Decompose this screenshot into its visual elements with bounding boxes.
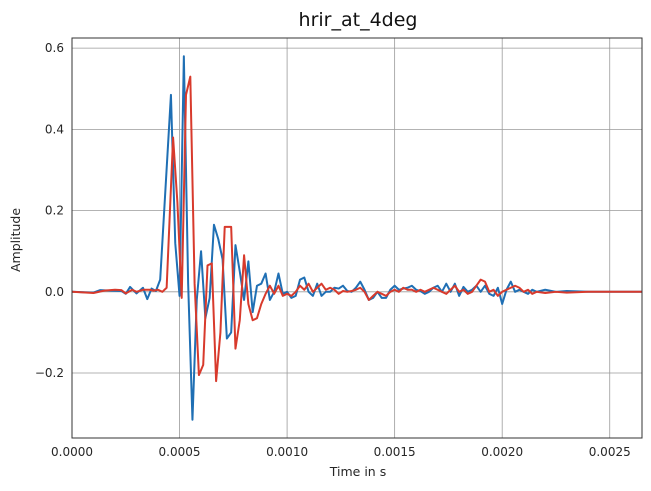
y-tick-label: −0.2 — [35, 366, 64, 380]
y-tick-label: 0.6 — [45, 41, 64, 55]
y-tick-label: 0.2 — [45, 204, 64, 218]
x-tick-label: 0.0015 — [374, 445, 416, 459]
plot-area-frame — [71, 37, 643, 439]
series-line-1 — [72, 55, 642, 421]
x-tick-label: 0.0020 — [481, 445, 523, 459]
y-axis-ticks: −0.2 0.0 0.2 0.4 0.6 — [35, 41, 64, 380]
y-tick-label: 0.4 — [45, 122, 64, 136]
x-tick-label: 0.0025 — [589, 445, 631, 459]
y-tick-label: 0.0 — [45, 285, 64, 299]
x-tick-label: 0.0010 — [266, 445, 308, 459]
y-axis-label: Amplitude — [8, 208, 23, 272]
x-axis-label: Time in s — [329, 464, 386, 479]
series-group — [72, 55, 642, 421]
series-line-2 — [72, 75, 642, 383]
x-tick-label: 0.0000 — [51, 445, 93, 459]
grid — [71, 38, 642, 438]
x-tick-label: 0.0005 — [159, 445, 201, 459]
x-axis-ticks: 0.0000 0.0005 0.0010 0.0015 0.0020 0.0025 — [51, 445, 631, 459]
chart-title: hrir_at_4deg — [299, 9, 418, 31]
